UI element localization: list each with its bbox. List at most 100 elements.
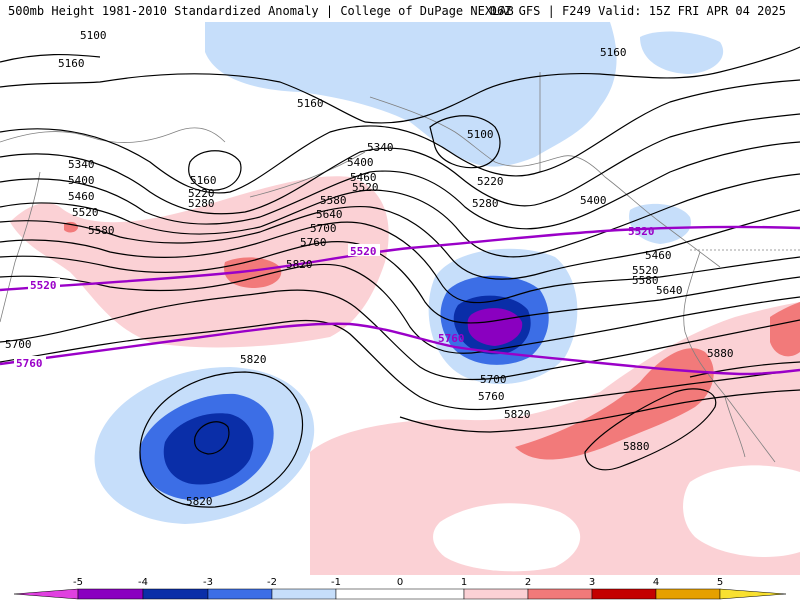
contour-5160-alaska — [364, 46, 800, 124]
contour-low-inner — [193, 421, 230, 455]
height-label: 5280 — [188, 197, 215, 210]
contour-5100-north — [0, 53, 101, 63]
thickness-contour-labels: 5520 5520 5520 5760 5760 — [14, 225, 655, 370]
thickness-5520 — [0, 225, 800, 292]
contour-5460 — [0, 205, 800, 280]
contour-5520 — [0, 221, 800, 304]
coast-west-north-america — [683, 251, 776, 463]
height-label: 5700 — [5, 338, 32, 351]
legend-tick: 3 — [589, 577, 595, 588]
height-label: 5400 — [68, 174, 95, 187]
height-contours — [0, 46, 800, 508]
contour-5580 — [0, 241, 800, 324]
anomaly-area-yukon — [640, 31, 724, 75]
legend-tick: 0 — [397, 577, 403, 588]
height-label: 5580 — [632, 274, 659, 287]
contour-5700 — [0, 289, 800, 381]
anomaly-area-trough-core — [467, 308, 523, 346]
contour-5160-low — [188, 150, 242, 191]
anomaly-area-white-gap-east — [683, 465, 800, 557]
height-label: 5160 — [190, 174, 217, 187]
legend-tick: 5 — [717, 577, 723, 588]
thickness-label: 5760 — [16, 357, 43, 370]
height-label: 5460 — [68, 190, 95, 203]
label-backdrop — [348, 244, 380, 256]
height-label: 5640 — [656, 284, 683, 297]
anomaly-area-white-gap — [433, 503, 581, 572]
height-label: 5820 — [286, 258, 313, 271]
height-label: 5460 — [645, 249, 672, 262]
contour-5160-north — [0, 73, 366, 123]
legend-tick: 4 — [653, 577, 659, 588]
thickness-label: 5520 — [30, 279, 57, 292]
contour-5640 — [0, 263, 800, 354]
height-label: 5820 — [240, 353, 267, 366]
anomaly-area-ridge-core — [224, 257, 282, 288]
anomaly-area-subtropical-ridge — [515, 348, 714, 460]
negative-anomaly-shading — [94, 22, 724, 524]
height-label: 5400 — [580, 194, 607, 207]
height-label: 5820 — [186, 495, 213, 508]
legend-band — [335, 588, 465, 600]
legend-band — [463, 588, 529, 600]
height-label: 5100 — [80, 29, 107, 42]
label-backdrop — [14, 356, 46, 368]
anomaly-area-ridge-west — [10, 176, 389, 348]
height-contour-labels: 5100 5160 5160 5100 5160 5160 5220 5280 … — [5, 29, 734, 508]
height-label: 5160 — [600, 46, 627, 59]
height-label: 5520 — [632, 264, 659, 277]
thickness-contours — [0, 225, 800, 376]
height-label: 5760 — [478, 390, 505, 403]
contour-5820-low-outer — [139, 371, 304, 508]
coastlines — [0, 72, 800, 463]
height-label: 5220 — [188, 187, 215, 200]
contour-5400 — [0, 173, 800, 258]
contour-5280 — [0, 113, 800, 215]
contour-5820-east — [399, 389, 800, 433]
height-label: 5340 — [367, 141, 394, 154]
height-label: 5700 — [310, 222, 337, 235]
coast-siberia — [0, 127, 226, 143]
thickness-5760 — [0, 322, 800, 376]
anomaly-area-low-inner — [163, 413, 254, 485]
height-label: 5760 — [300, 236, 327, 249]
height-label: 5160 — [58, 57, 85, 70]
legend-band — [142, 588, 209, 600]
legend-arrow-left — [13, 588, 79, 600]
anomaly-area-alaska — [205, 22, 617, 167]
height-label: 5580 — [88, 224, 115, 237]
aleutian-islands — [249, 151, 366, 198]
header: 500mb Height 1981-2010 Standardized Anom… — [0, 0, 800, 22]
legend-tick: -2 — [267, 577, 277, 588]
legend-tick: -4 — [138, 577, 148, 588]
legend-band — [591, 588, 657, 600]
contour-5880-east — [689, 361, 800, 378]
legend-tick: -5 — [73, 577, 83, 588]
contour-5880-ring — [584, 388, 717, 471]
height-label: 5820 — [504, 408, 531, 421]
contour-5760 — [0, 319, 800, 411]
height-label: 5520 — [72, 206, 99, 219]
legend-tick: 2 — [525, 577, 531, 588]
height-label: 5280 — [472, 197, 499, 210]
legend-band — [271, 588, 337, 600]
contour-5100-alaska — [429, 115, 501, 169]
legend-band — [207, 588, 273, 600]
color-scale-legend: -5 -4 -3 -2 -1 0 1 2 3 4 5 — [13, 577, 787, 600]
height-label: 5520 — [352, 181, 379, 194]
height-label: 5700 — [480, 373, 507, 386]
map-title: 500mb Height 1981-2010 Standardized Anom… — [8, 4, 514, 18]
height-label: 5580 — [320, 194, 347, 207]
height-label: 5640 — [316, 208, 343, 221]
height-label: 5340 — [68, 158, 95, 171]
legend-band — [77, 588, 144, 600]
thickness-label: 5520 — [350, 245, 377, 258]
height-label: 5100 — [467, 128, 494, 141]
legend-arrow-right — [719, 588, 787, 600]
anomaly-area-southwest — [770, 302, 800, 357]
legend-tick: 1 — [461, 577, 467, 588]
legend-tick: -1 — [331, 577, 341, 588]
height-label: 5880 — [707, 347, 734, 360]
height-label: 5160 — [297, 97, 324, 110]
legend-tick: -3 — [203, 577, 213, 588]
